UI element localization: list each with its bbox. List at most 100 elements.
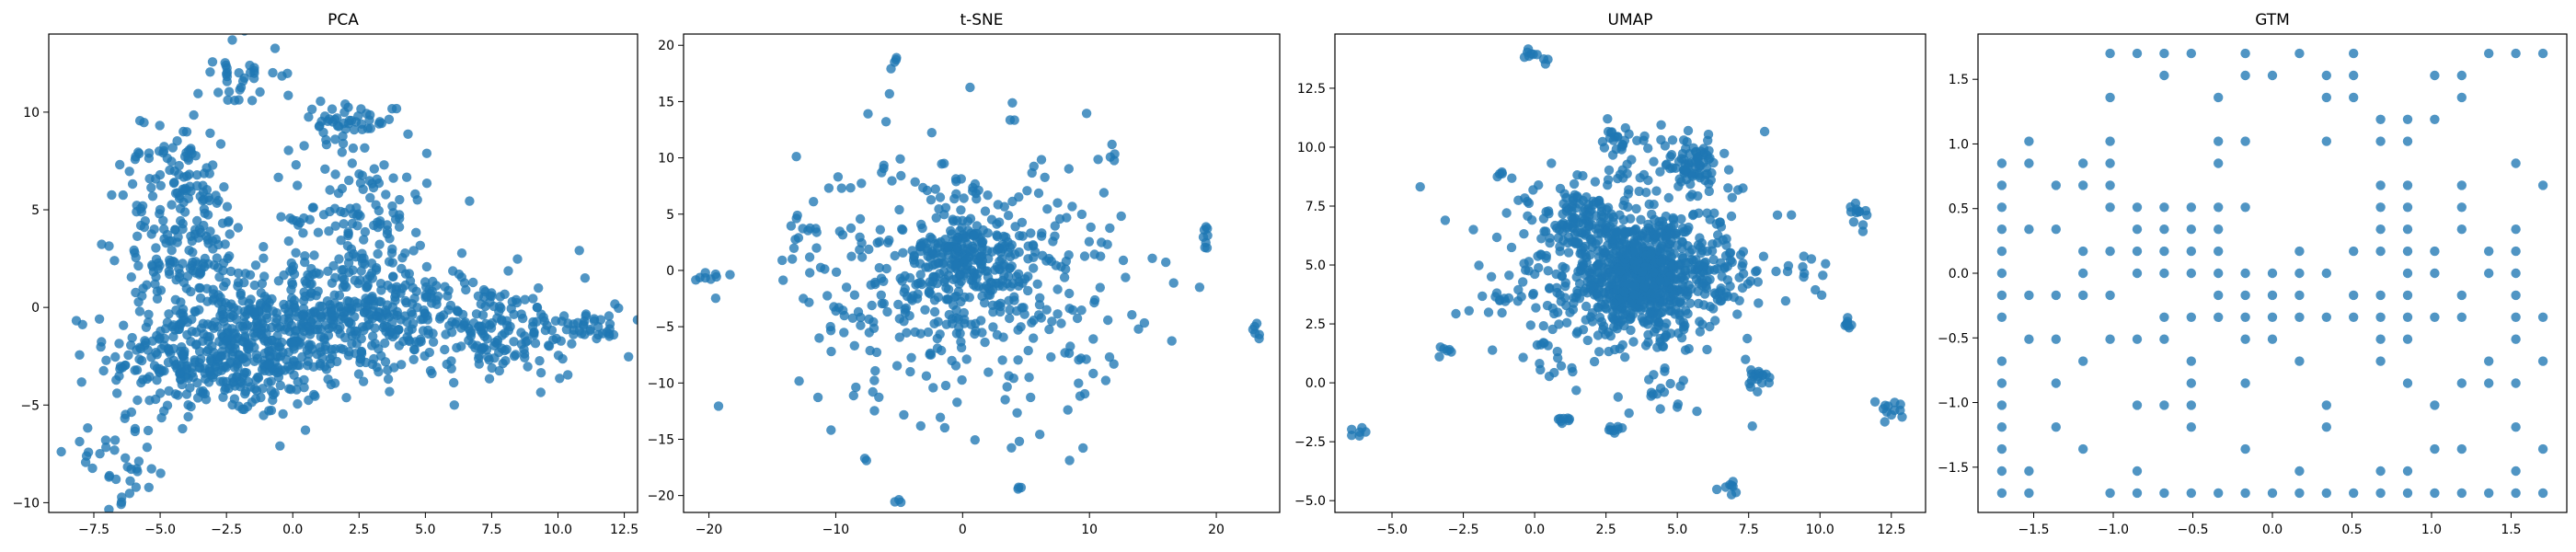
pca-point [154,146,165,156]
pca-point [179,207,190,217]
gtm-point [2484,378,2494,388]
tsne-point [826,346,836,357]
tsne-point [1044,324,1054,335]
pca-point [443,285,454,295]
gtm-point [2294,466,2305,477]
umap-point [1563,415,1574,426]
umap-point [1654,216,1664,227]
pca-point [315,342,325,352]
tsne-point [986,278,997,288]
umap-point [1685,179,1696,190]
tsne-title: t-SNE [960,11,1003,29]
umap-point [1758,251,1769,261]
pca-point [167,245,177,256]
gtm-point [2402,224,2413,235]
tsne-point [965,82,975,93]
umap-y-tick-label: 7.5 [1305,200,1326,214]
umap-point [1524,257,1535,267]
umap-point [1580,241,1591,252]
tsne-point [845,183,856,193]
tsne-point [839,310,849,321]
tsne-point [778,275,788,285]
umap-point [1608,306,1618,316]
tsne-point [973,282,984,292]
tsne-point [977,328,987,338]
gtm-point [2375,202,2386,213]
umap-point [1604,289,1615,299]
gtm-point [2511,48,2521,59]
pca-point [144,396,155,406]
gtm-point [2267,70,2278,81]
pca-x-tick-label: 10.0 [544,523,572,537]
umap-point [1643,337,1653,348]
umap-point [1544,371,1555,382]
umap-point [1513,284,1524,295]
pca-point [97,337,107,347]
pca-x-ticks: −7.5 −5.0 −2.5 0.0 2.5 5.0 7.5 10.0 12.5 [78,512,638,537]
gtm-point [2132,466,2143,477]
gtm-point [2105,290,2115,301]
tsne-point [1118,255,1129,266]
tsne-point [890,250,900,261]
pca-point [313,286,323,296]
pca-point [387,258,397,268]
umap-point [1649,370,1659,380]
pca-point [420,351,430,362]
pca-point [183,400,193,410]
umap-point [1618,200,1628,211]
umap-point [1571,385,1581,396]
pca-point [266,385,277,397]
umap-point [1742,333,1753,344]
pca-point [438,310,449,320]
tsne-point [710,293,721,304]
umap-point [1662,234,1672,244]
pca-point [381,190,391,200]
pca-point [219,182,229,192]
pca-point [447,316,457,327]
pca-point [101,443,111,453]
gtm-point [2240,290,2250,301]
pca-point [133,147,144,157]
gtm-point [2214,136,2224,146]
tsne-point [788,254,798,264]
pca-point [474,353,484,363]
pca-point [509,337,519,347]
tsne-point [856,320,866,330]
pca-y-tick-label: 10 [23,106,40,121]
gtm-point [2105,92,2115,103]
pca-point [409,293,420,304]
pca-point [230,328,240,339]
pca-point [243,305,253,316]
pca-point [199,220,209,231]
pca-point [152,375,162,385]
pca-point [593,322,604,332]
pca-point [201,231,212,242]
pca-point [368,305,378,316]
tsne-point [1050,221,1061,231]
gtm-point [2349,488,2359,499]
tsne-point [1161,257,1171,268]
gtm-point [2537,356,2548,366]
pca-point [330,272,340,282]
pca-point [448,266,458,276]
pca-point [193,88,203,98]
umap-point [1669,290,1680,300]
gtm-point [2511,488,2521,499]
gtm-point [2024,290,2034,301]
gtm-x-tick-label: 0.5 [2341,523,2362,537]
tsne-point [870,365,880,376]
pca-point [225,266,236,277]
umap-point [1644,199,1654,210]
pca-x-tick-label: 7.5 [481,523,501,537]
umap-point [1519,229,1529,239]
pca-point [133,456,144,466]
gtm-point [2214,224,2224,235]
gtm-point [2105,180,2115,190]
tsne-point [869,375,880,385]
pca-point [194,305,204,315]
umap-point [1629,290,1639,300]
pca-point [373,248,383,259]
pca-point [75,350,85,360]
umap-point [1620,352,1630,362]
pca-point [408,246,419,256]
